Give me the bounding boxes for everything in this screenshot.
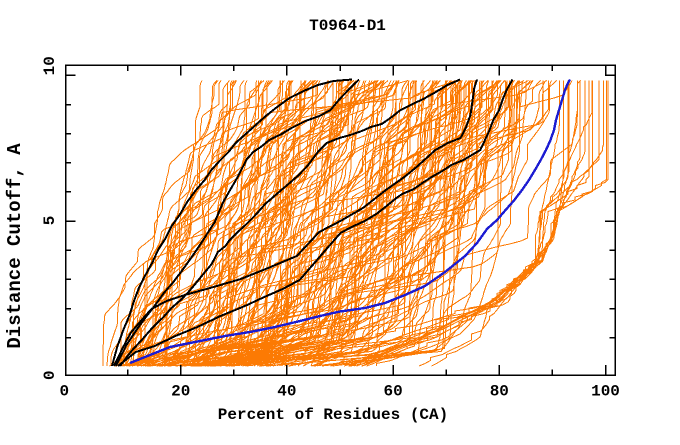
svg-text:Percent of Residues (CA): Percent of Residues (CA)	[218, 406, 448, 424]
svg-text:80: 80	[490, 383, 509, 401]
svg-text:0: 0	[59, 383, 69, 401]
svg-text:5: 5	[41, 216, 59, 226]
svg-text:40: 40	[277, 383, 296, 401]
svg-text:60: 60	[383, 383, 402, 401]
svg-text:10: 10	[41, 56, 59, 75]
svg-text:Distance Cutoff, A: Distance Cutoff, A	[4, 143, 26, 349]
svg-text:T0964-D1: T0964-D1	[309, 17, 386, 35]
svg-text:20: 20	[171, 383, 190, 401]
svg-text:0: 0	[41, 370, 59, 380]
svg-text:100: 100	[591, 383, 620, 401]
